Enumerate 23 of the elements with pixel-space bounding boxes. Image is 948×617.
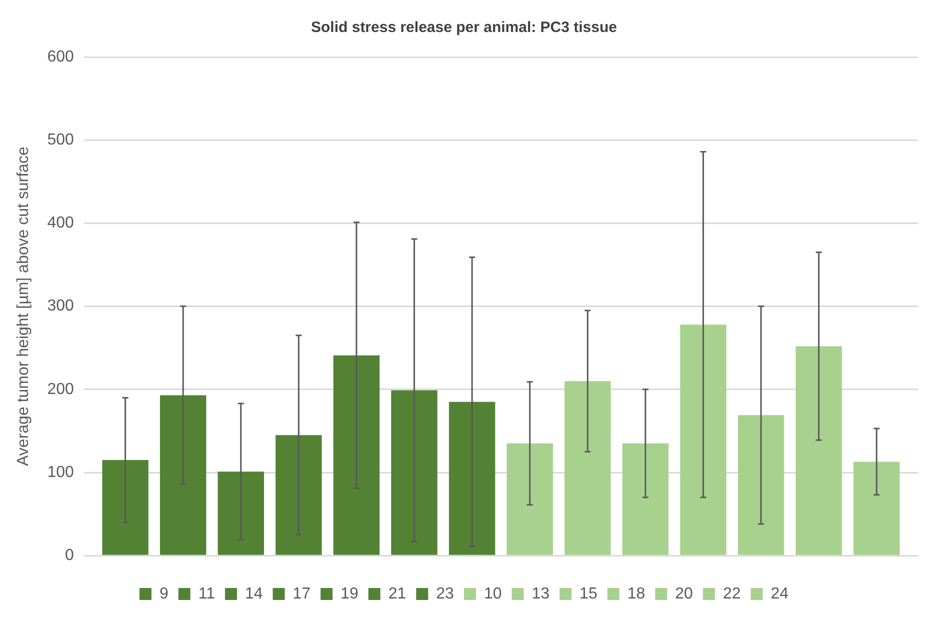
y-tick-label: 200: [47, 380, 74, 398]
legend-label: 10: [484, 585, 502, 602]
legend-label: 13: [532, 585, 550, 602]
y-tick-label: 100: [47, 464, 74, 481]
y-tick-label: 600: [47, 48, 74, 66]
legend-label: 17: [292, 585, 311, 602]
y-tick-label: 300: [47, 298, 74, 315]
legend-label: 19: [340, 585, 358, 602]
legend-label: 21: [388, 585, 406, 602]
legend-label: 11: [198, 585, 216, 602]
y-tick-label: 400: [47, 214, 74, 232]
y-axis-title: Average tumor height [µm] above cut surface: [15, 146, 32, 466]
legend-label: 20: [675, 585, 694, 602]
chart-title: Solid stress release per animal: PC3 tissue: [311, 19, 617, 36]
legend-label: 22: [722, 585, 741, 602]
y-tick-label: 500: [47, 132, 74, 149]
legend-label: 23: [436, 585, 454, 602]
legend-label: 15: [580, 585, 598, 602]
legend-label: 9: [159, 585, 168, 602]
legend-label: 14: [244, 585, 263, 602]
legend-label: 24: [770, 585, 789, 602]
legend-label: 18: [627, 585, 646, 602]
y-tick-label: 0: [64, 547, 74, 564]
